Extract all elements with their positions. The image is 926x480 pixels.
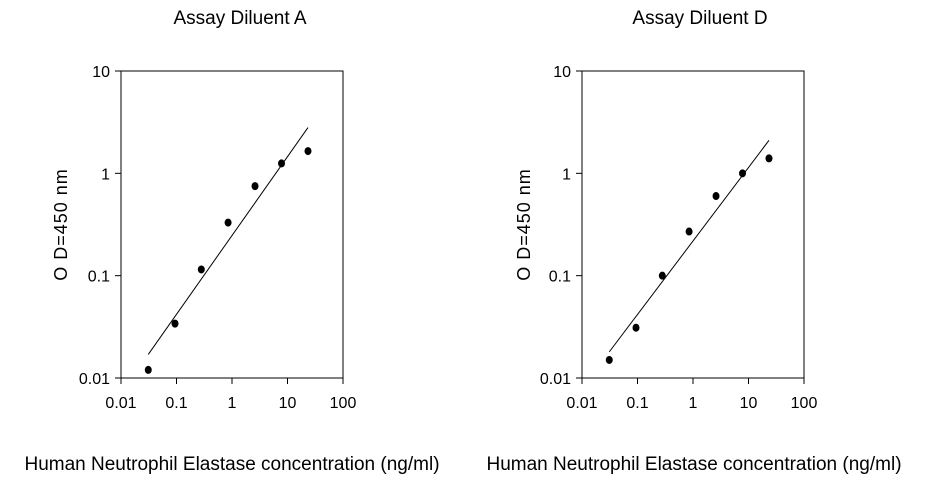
chart-1-title: Assay Diluent A [173, 8, 306, 29]
chart-2-x-tick-label: 10 [740, 395, 758, 412]
chart-2-title: Assay Diluent D [632, 8, 767, 29]
chart-1-x-tick-label: 0.1 [165, 395, 187, 412]
chart-2-y-axis-label: O D=450 nm [514, 168, 534, 281]
chart-2-plot-frame [581, 70, 805, 379]
chart-2-y-tick-label: 0.1 [549, 269, 571, 286]
chart-1-y-tick-label: 0.01 [79, 371, 110, 388]
chart-2-x-axis-label: Human Neutrophil Elastase concentration … [486, 454, 901, 475]
chart-1-plot-frame [120, 70, 344, 379]
chart-1-data-point [224, 218, 232, 227]
chart-1-data-point [251, 182, 259, 191]
chart-2-x-tick-label: 0.1 [626, 395, 648, 412]
chart-2-y-tick-label: 0.01 [540, 371, 571, 388]
chart-2-y-tick-label: 10 [553, 64, 571, 81]
chart-2-data-point [658, 271, 666, 280]
chart-2-y-tick-label: 1 [562, 166, 571, 183]
chart-1-x-axis-label: Human Neutrophil Elastase concentration … [24, 454, 439, 475]
chart-1-x-tick-label: 1 [228, 395, 237, 412]
chart-1-data-point [304, 147, 312, 156]
chart-2-data-point [632, 323, 640, 332]
chart-1-y-tick-label: 0.1 [88, 269, 110, 286]
chart-2-data-point [605, 355, 613, 364]
chart-2-x-tick-label: 1 [689, 395, 698, 412]
chart-2-x-tick-label: 100 [791, 395, 818, 412]
chart-2-data-point [765, 154, 773, 163]
chart-1-data-point [171, 319, 179, 328]
chart-1-x-tick-label: 100 [330, 395, 357, 412]
chart-1-data-point [278, 159, 286, 168]
chart-2-data-point [685, 227, 693, 236]
chart-1-x-tick-label: 0.01 [105, 395, 136, 412]
chart-2-x-tick-label: 0.01 [566, 395, 597, 412]
chart-1-data-point [144, 365, 152, 374]
chart-1-y-tick-label: 1 [101, 166, 110, 183]
chart-2-data-point [739, 169, 747, 178]
chart-1-x-tick-label: 10 [279, 395, 297, 412]
chart-2-data-point [712, 192, 720, 201]
chart-1-y-axis-label: O D=450 nm [51, 168, 71, 281]
chart-1-data-point [197, 265, 205, 274]
chart-1-y-tick-label: 10 [92, 64, 110, 81]
